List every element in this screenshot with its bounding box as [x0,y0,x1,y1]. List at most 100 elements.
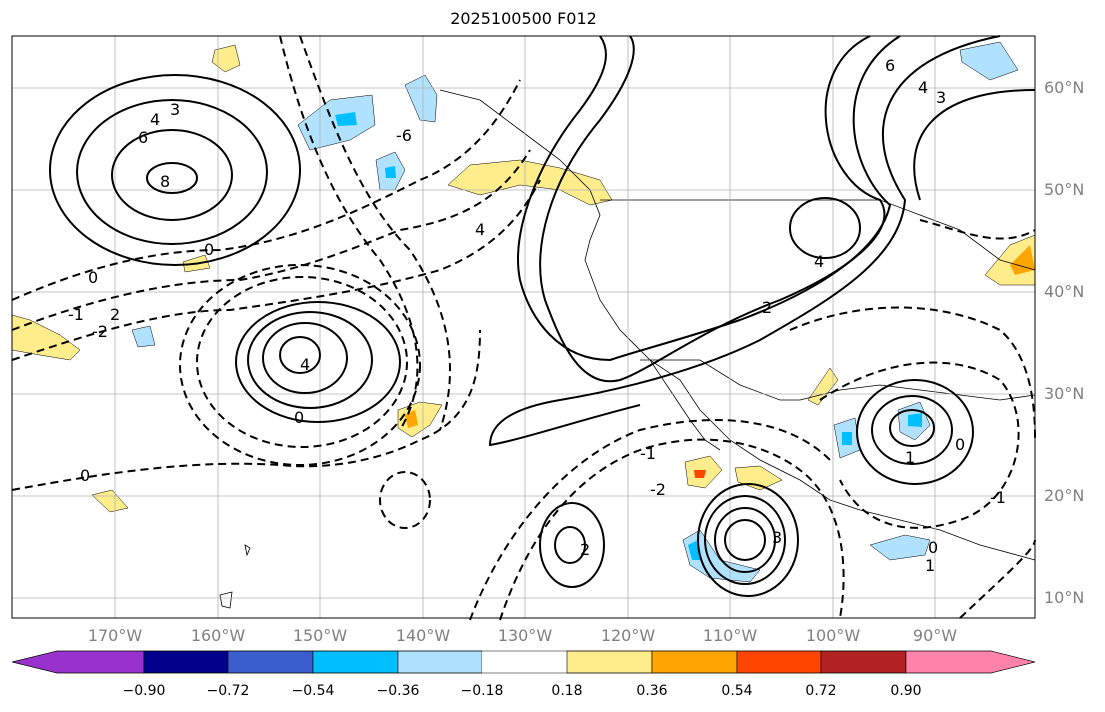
contour-label: 2 [762,298,773,317]
orange-patch [1010,245,1035,275]
yellow-patch [11,314,81,361]
blue-patch [842,432,852,445]
contour-label: 1 [925,556,936,575]
blue-patch [404,74,438,123]
ridge-contour [517,35,901,362]
north-america-coast [439,89,1036,561]
colorbar-tick: −0.54 [291,683,335,699]
colorbar-extend-low [11,650,145,674]
contour-label: 0 [955,435,966,454]
contour-label: 4 [814,252,825,271]
lon-label: 100°W [805,626,861,645]
lat-label: 60°N [1044,78,1085,97]
blue-patch [335,112,357,126]
contour-label: 4 [300,355,311,374]
contour-label: 4 [150,110,161,129]
contour-label: 4 [918,78,929,97]
contour-label: -1 [68,305,84,324]
colorbar-tick: −0.36 [376,683,420,699]
contour-label: 0 [204,240,215,259]
contour-label: 1 [905,448,916,467]
contour-label: 2 [580,540,591,559]
map-frame [11,35,1036,619]
ridge-contour [488,35,1001,447]
contour-label: 8 [160,172,171,191]
ridge-contour [539,35,886,383]
contour-label: -2 [650,480,666,499]
colorbar-tick: 0.90 [890,683,922,699]
ridge-contour [913,89,1036,201]
colorbar-bin [482,651,567,673]
us-mexico-border [640,359,800,401]
contour-label: 0 [294,408,305,427]
lon-label: 130°W [497,626,553,645]
lat-label: 50°N [1044,180,1085,199]
contour-label: 6 [885,56,896,75]
colorbar-tick: 0.54 [721,683,753,699]
colorbar-tick: 0.18 [551,683,583,699]
colorbar-tick: 0.36 [636,683,668,699]
contour-label: 3 [936,88,947,107]
lon-label: 110°W [702,626,758,645]
colorbar-bin [312,650,399,674]
lat-label: 20°N [1044,486,1085,505]
blue-patch [682,529,761,583]
contour-label: 0 [928,538,939,557]
blue-patch [869,534,931,561]
colorbar-bin [820,650,907,674]
colorbar-bin [227,650,314,674]
contour-label: -1 [990,488,1006,507]
colorbar-bin [736,650,822,674]
colorbar [11,650,1036,674]
baja-coast [649,359,721,451]
blue-patch [959,41,1019,81]
contour-label: -1 [640,444,656,463]
lat-label: 10°N [1044,588,1085,607]
colorbar-bin [397,650,483,674]
contour-label: 0 [80,466,91,485]
colorbar-tick: 0.72 [805,683,837,699]
lon-label: 120°W [600,626,656,645]
blue-patch [131,325,156,348]
coastlines [219,89,1036,609]
yellow-patch [807,367,839,406]
colorbar-bin [566,650,653,674]
contour-label: -2 [92,322,108,341]
blue-patch [908,413,922,427]
colorbar-tick: −0.18 [460,683,504,699]
colorbar-tick: −0.90 [122,683,166,699]
blue-patch [297,94,376,151]
lat-label: 40°N [1044,282,1085,301]
lon-label: 150°W [292,626,348,645]
contour-label: 0 [88,268,99,287]
blue-patch [385,166,396,178]
colorbar-extend-high [905,650,1036,674]
lat-label: 30°N [1044,384,1085,403]
colorbar-bin [651,650,738,674]
colorbar-bin [143,650,229,674]
yellow-patch [734,465,783,491]
contour-label: 3 [772,528,783,547]
solid-contours [49,35,1036,597]
contour-label: 4 [475,220,486,239]
lon-label: 90°W [912,626,958,645]
orange-patch [694,470,706,478]
yellow-patch [211,44,241,73]
orange-patch [405,410,418,428]
dashed-contours [11,35,1036,621]
lon-label: 170°W [87,626,143,645]
gulf-coast [799,384,1036,401]
contour-label: 3 [170,100,181,119]
contour-label: 2 [110,305,121,324]
yellow-patch [91,489,129,513]
hawaii [219,544,251,609]
contour-label: 6 [138,128,149,147]
lon-label: 140°W [395,626,451,645]
shaded-anomalies [11,41,1036,583]
colorbar-tick: −0.72 [206,683,250,699]
map-title: 2025100500 F012 [450,9,597,28]
lon-label: 160°W [190,626,246,645]
contour-label: -6 [396,126,412,145]
gridlines [12,36,1035,618]
